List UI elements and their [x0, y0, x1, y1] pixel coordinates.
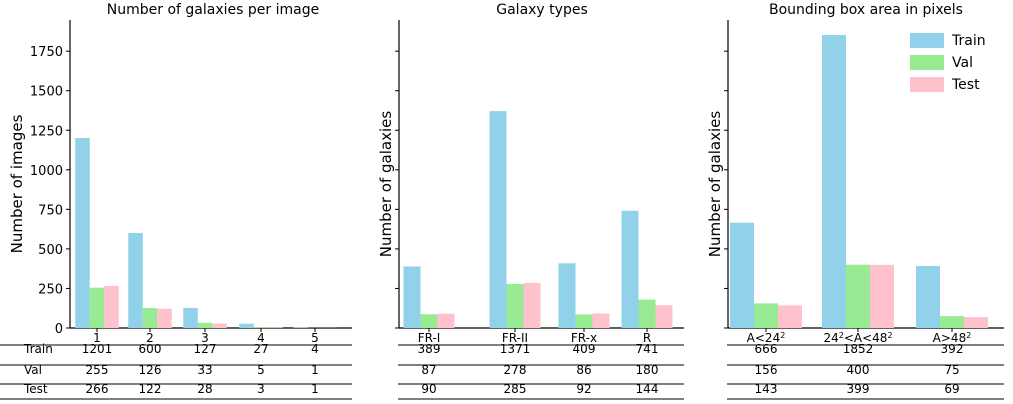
legend-swatch-test	[910, 77, 944, 92]
x-tick-label: 4	[257, 331, 265, 345]
bar-val	[421, 314, 438, 328]
bar-train	[183, 308, 198, 328]
y-axis-label: Number of galaxies	[377, 111, 395, 258]
bar-val	[940, 316, 964, 328]
legend-label: Val	[952, 55, 973, 71]
x-tick-label: FR-x	[571, 331, 597, 345]
chart-title: Number of galaxies per image	[107, 2, 319, 18]
bar-val	[198, 323, 213, 328]
table-row-label: Train	[23, 342, 53, 356]
bar-train	[559, 263, 576, 328]
bar-train	[490, 111, 507, 328]
bar-test	[524, 283, 541, 328]
bar-val	[754, 303, 778, 328]
bar-val	[143, 308, 158, 328]
table-row-label: Val	[24, 363, 42, 377]
x-tick-label: A>482	[933, 331, 972, 345]
x-tick-label: 3	[201, 331, 209, 345]
bar-train	[404, 266, 421, 328]
bar-train	[730, 223, 754, 328]
y-axis-label: Number of images	[8, 114, 26, 253]
bar-test	[778, 305, 802, 328]
y-tick-label: 500	[38, 243, 63, 258]
bar-val	[639, 300, 656, 328]
legend-label: Test	[951, 77, 980, 93]
bar-train	[622, 211, 639, 328]
y-axis-label: Number of galaxies	[706, 111, 724, 258]
bar-train	[75, 138, 90, 328]
bar-test	[656, 305, 673, 328]
legend-swatch-train	[910, 33, 944, 48]
bar-train	[293, 327, 308, 328]
x-tick-label: 242<A<482	[823, 331, 892, 345]
bar-val	[846, 265, 870, 328]
bar-test	[212, 324, 227, 328]
x-tick-label: A<242	[747, 331, 786, 345]
chart-title: Bounding box area in pixels	[769, 2, 963, 18]
x-tick-label: 1	[93, 331, 101, 345]
y-tick-label: 250	[38, 282, 63, 297]
chart-panel-1: Number of galaxies per image Number of im…	[0, 2, 352, 399]
legend-swatch-val	[910, 55, 944, 70]
x-tick-label: 5	[311, 331, 319, 345]
bar-train	[239, 324, 254, 328]
legend-label: Train	[951, 33, 986, 49]
bar-val	[90, 288, 105, 328]
bar-test	[870, 265, 894, 328]
legend: Train Val Test	[910, 33, 986, 93]
bar-val	[254, 327, 269, 328]
bar-test	[157, 309, 172, 328]
y-tick-label: 1500	[30, 85, 63, 100]
y-tick-label: 1750	[30, 45, 63, 60]
y-tick-label: 0	[55, 322, 63, 337]
x-tick-label: R	[643, 331, 651, 345]
chart-title: Galaxy types	[496, 2, 588, 18]
bar-val	[507, 284, 524, 328]
y-tick-label: 1000	[30, 164, 63, 179]
x-tick-label: FR-I	[418, 331, 441, 345]
x-tick-label: FR-II	[502, 331, 528, 345]
bar-test	[964, 317, 988, 328]
table-row-label: Test	[23, 382, 48, 396]
bar-train	[128, 233, 143, 328]
bar-test	[104, 286, 119, 328]
bar-test	[438, 314, 455, 328]
y-tick-label: 1250	[30, 124, 63, 139]
bar-train	[822, 35, 846, 328]
bar-train	[916, 266, 940, 328]
bar-test	[593, 313, 610, 328]
y-tick-label: 750	[38, 203, 63, 218]
bar-val	[576, 314, 593, 328]
x-tick-label: 2	[146, 331, 154, 345]
